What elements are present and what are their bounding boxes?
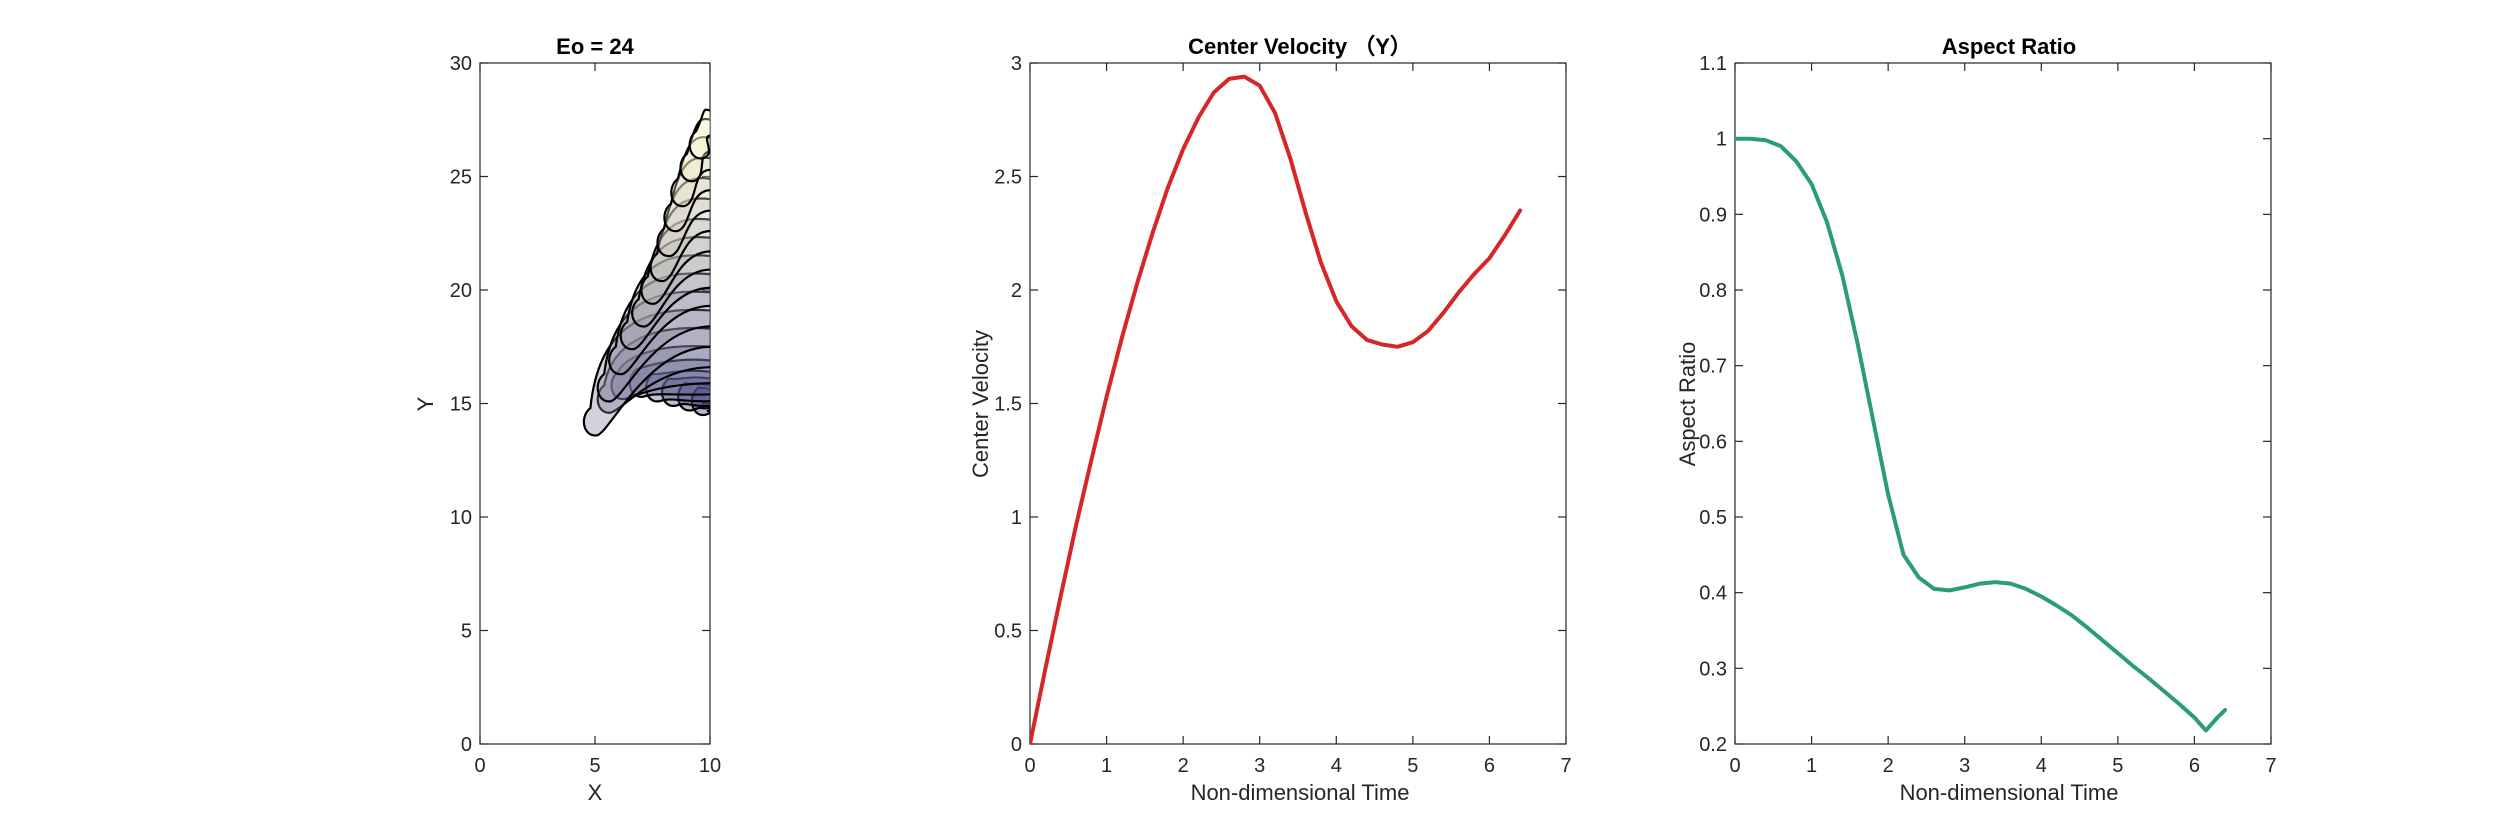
bubble-contour <box>679 117 710 183</box>
x-tick-label: 4 <box>1331 755 1342 777</box>
y-tick-label: 2 <box>1011 280 1022 302</box>
plot-title: Eo = 24 <box>556 34 634 59</box>
x-tick-label: 5 <box>2112 755 2123 777</box>
y-tick-label: 2.5 <box>994 167 1022 189</box>
y-axis-label: Aspect Ratio <box>1675 342 1700 467</box>
plot-title: Aspect Ratio <box>1942 34 2076 59</box>
x-tick-label: 1 <box>1806 755 1817 777</box>
x-tick-label: 0 <box>1729 755 1740 777</box>
y-tick-label: 1.5 <box>994 394 1022 416</box>
y-tick-label: 15 <box>450 394 472 416</box>
y-tick-label: 0.8 <box>1699 280 1727 302</box>
y-tick-label: 0.5 <box>1699 507 1727 529</box>
x-axis-label: Non-dimensional Time <box>1900 780 2119 805</box>
aspect-ratio-plot: Aspect Ratio Non-dimensional Time Aspect… <box>1675 34 2277 805</box>
x-tick-label: 7 <box>2265 755 2276 777</box>
x-tick-label: 10 <box>699 755 721 777</box>
x-tick-label: 3 <box>1254 755 1265 777</box>
y-tick-label: 5 <box>461 621 472 643</box>
y-tick-label: 30 <box>450 53 472 75</box>
y-tick-label: 0.5 <box>994 621 1022 643</box>
x-tick-label: 4 <box>2036 755 2047 777</box>
x-tick-label: 5 <box>589 755 600 777</box>
y-tick-label: 0.6 <box>1699 431 1727 453</box>
x-tick-label: 3 <box>1959 755 1970 777</box>
y-tick-label: 0.4 <box>1699 583 1727 605</box>
y-tick-label: 20 <box>450 280 472 302</box>
plot-area: 0 1 2 3 4 5 6 7 0 0.5 1 1.5 2 2.5 3 <box>994 53 1571 777</box>
plot-title: Center Velocity （Y） <box>1188 34 1412 59</box>
y-tick-label: 1 <box>1011 507 1022 529</box>
x-tick-label: 2 <box>1883 755 1894 777</box>
axes-box <box>1029 62 1567 745</box>
x-tick-label: 0 <box>474 755 485 777</box>
series-line <box>1735 136 2228 733</box>
plot-area: 0 5 10 0 5 10 15 20 25 30 <box>450 53 721 777</box>
x-axis-label: X <box>588 780 603 805</box>
plot-content <box>1030 74 1523 744</box>
y-tick-label: 0.9 <box>1699 204 1727 226</box>
y-tick-label: 25 <box>450 167 472 189</box>
bubble-contour <box>640 217 710 305</box>
plot-area: 0 1 2 3 4 5 6 7 0.2 0.3 0.4 0.5 0.6 0.7 0.8 0.9 1 1.1 <box>1699 53 2276 777</box>
y-tick-label: 10 <box>450 507 472 529</box>
y-tick-label: 1 <box>1716 129 1727 151</box>
x-tick-label: 0 <box>1024 755 1035 777</box>
x-tick-label: 7 <box>1560 755 1571 777</box>
x-tick-label: 6 <box>1484 755 1495 777</box>
center-velocity-plot: Center Velocity （Y） Non-dimensional Time… <box>968 34 1572 805</box>
y-axis-label: Y <box>413 396 438 411</box>
x-tick-label: 6 <box>2189 755 2200 777</box>
x-tick-label: 5 <box>1407 755 1418 777</box>
series-line <box>1030 74 1523 744</box>
y-tick-label: 3 <box>1011 53 1022 75</box>
y-tick-label: 0.7 <box>1699 356 1727 378</box>
bubble-contour <box>596 290 710 403</box>
axes-box <box>1734 62 2272 745</box>
y-tick-label: 0.3 <box>1699 658 1727 680</box>
y-axis-label: Center Velocity <box>968 330 993 478</box>
x-axis-label: Non-dimensional Time <box>1191 780 1410 805</box>
y-tick-label: 1.1 <box>1699 53 1727 75</box>
bubble-contour <box>670 136 710 208</box>
y-tick-label: 0.2 <box>1699 734 1727 756</box>
bubble-contour <box>688 108 710 160</box>
x-tick-label: 2 <box>1178 755 1189 777</box>
bubble-shape-plot: Eo = 24 X Y 0 5 10 0 5 10 15 20 25 30 <box>413 34 721 805</box>
y-tick-label: 0 <box>1011 734 1022 756</box>
y-tick-label: 0 <box>461 734 472 756</box>
x-tick-label: 1 <box>1101 755 1112 777</box>
plot-content <box>1735 136 2228 733</box>
plot-content <box>582 108 710 437</box>
